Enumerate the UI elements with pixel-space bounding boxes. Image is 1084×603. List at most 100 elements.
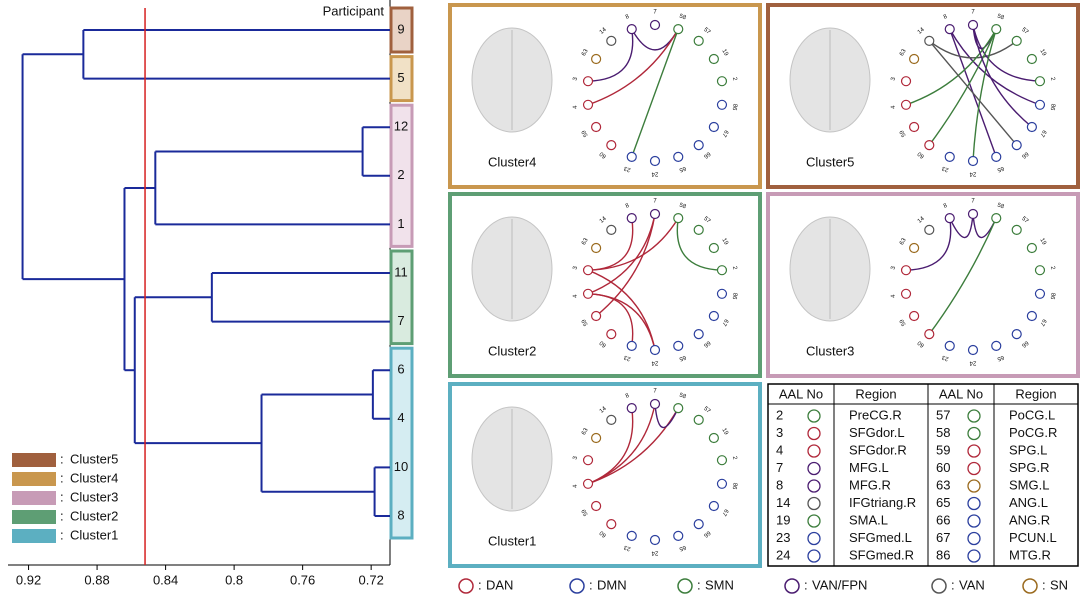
leaf-label: 11 [394,264,408,279]
ring-node-label: 19 [720,427,729,436]
connection [588,217,679,271]
ring-node [967,155,979,167]
ring-node-label: 86 [1049,103,1056,111]
ring-node [924,35,935,47]
x-tick-label: 0.76 [290,572,315,587]
leaf-label: 2 [397,167,404,182]
ring-node-label: 59 [899,317,908,326]
ring-node [716,288,728,299]
x-tick-label: 0.72 [359,572,384,587]
network-marker [931,578,947,594]
ring-node-label: 23 [623,543,632,551]
table-cell: PoCG.L [1009,407,1055,422]
legend-label: Cluster4 [70,470,118,485]
network-label: VAN [959,577,985,592]
table-marker [967,461,981,476]
panel-label: Cluster4 [488,154,536,169]
ring-node [673,151,684,162]
table-marker [807,409,821,423]
network-marker [1022,578,1038,594]
legend-label: Cluster1 [70,527,118,542]
connection [928,40,1018,59]
ring-node-label: 58 [678,392,687,400]
ring-node-label: 23 [941,164,950,172]
ring-node [649,398,661,410]
ring-node [967,208,979,220]
table-cell: 63 [936,477,950,492]
panel-label: Cluster5 [806,154,854,169]
ring-node-label: 4 [890,293,897,298]
cluster-box [389,249,414,346]
table-marker [807,444,821,458]
connection [972,24,1040,82]
ring-node-label: 14 [917,27,926,36]
table-cell: 8 [776,477,783,492]
ring-node [1026,53,1037,65]
ring-node-label: 2 [731,456,738,461]
leaf-label: 1 [397,216,404,231]
ring-node-label: 86 [731,292,738,300]
cluster-box [389,346,414,540]
ring-node-label: 86 [1049,292,1056,300]
ring-node-label: 67 [720,129,729,138]
ring-node [944,151,955,162]
ring-node [606,224,617,236]
ring-node-label: 67 [1038,318,1047,327]
table-marker [967,444,981,458]
legend-swatch [12,491,56,505]
ring-node-label: 58 [996,202,1005,210]
table-marker [807,461,821,476]
ring-node-label: 65 [678,354,687,362]
ring-node [591,121,602,133]
table-marker [807,514,821,528]
table-cell: 65 [936,495,950,510]
ring-node [606,518,617,530]
table-marker [967,426,981,441]
ring-node-label: 4 [572,293,579,298]
ring-node [708,500,719,512]
ring-node-label: 8 [625,393,631,400]
legend-colon: : [60,451,64,466]
ring-node-label: 7 [653,10,657,16]
ring-node [716,455,728,466]
table-marker [807,531,821,546]
ring-node-label: 23 [623,164,632,172]
panel-label: Cluster3 [806,343,854,358]
ring-node-label: 65 [996,165,1005,173]
table-cell: PreCG.R [849,407,902,422]
ring-node-label: 3 [573,76,580,81]
ring-node-label: 24 [651,359,658,365]
ring-node-label: 7 [653,199,657,205]
leaf-label: 12 [394,119,408,134]
table-cell: 2 [776,407,783,422]
table-marker [967,479,981,493]
connection [676,217,722,271]
table-marker [967,409,981,423]
ring-node [1011,328,1022,340]
ring-node-label: 3 [891,265,898,270]
network-marker [677,578,693,594]
ring-node-label: 57 [702,406,711,415]
legend-swatch [12,529,56,543]
table-cell: 7 [776,460,783,475]
table-marker [967,531,981,546]
leaf-label: 4 [397,410,404,425]
ring-node-label: 23 [941,353,950,361]
ring-node [693,518,704,530]
ring-node [708,310,719,322]
ring-node-label: 63 [581,48,590,57]
ring-node-label: 58 [678,13,687,21]
ring-node-label: 59 [899,128,908,137]
ring-node [708,242,719,254]
ring-node-label: 66 [702,150,711,159]
table-marker [967,549,981,563]
ring-node-label: 3 [573,455,580,460]
connection [588,28,634,82]
ring-node [582,76,594,87]
ring-node-label: 59 [581,507,590,516]
legend-swatch [12,453,56,467]
ring-node [673,403,684,414]
ring-node [582,288,594,299]
ring-node-label: 23 [623,353,632,361]
ring-node [944,24,955,35]
